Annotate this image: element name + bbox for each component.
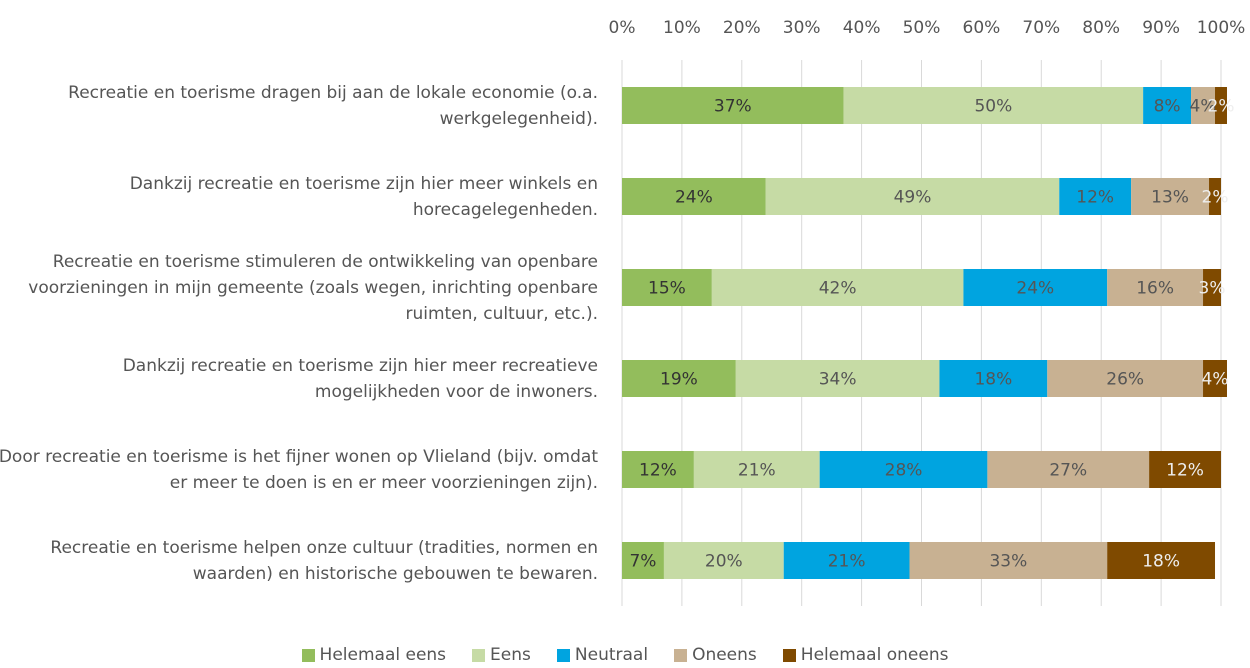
data-label: 8% bbox=[1154, 97, 1181, 117]
category-label: Recreatie en toerisme dragen bij aan de … bbox=[68, 82, 598, 129]
legend-label: Neutraal bbox=[574, 645, 649, 665]
legend-item: Oneens bbox=[674, 645, 757, 665]
data-label: 19% bbox=[660, 370, 698, 390]
legend-label: Oneens bbox=[692, 645, 757, 665]
bar-segment bbox=[622, 360, 736, 397]
data-label: 18% bbox=[1142, 552, 1180, 572]
legend-swatch bbox=[782, 648, 796, 662]
x-tick-label: 40% bbox=[843, 18, 881, 38]
legend-item: Helemaal oneens bbox=[782, 645, 949, 665]
x-tick-label: 100% bbox=[1197, 18, 1246, 38]
data-label: 34% bbox=[819, 370, 857, 390]
data-label: 21% bbox=[828, 552, 866, 572]
bar-segment bbox=[765, 178, 1060, 215]
data-label: 7% bbox=[629, 552, 656, 572]
data-label: 26% bbox=[1106, 370, 1144, 390]
data-label: 15% bbox=[648, 279, 686, 299]
data-label: 12% bbox=[639, 461, 677, 481]
bar-segment bbox=[1209, 178, 1221, 215]
data-label: 2% bbox=[1202, 188, 1229, 208]
data-label: 24% bbox=[1016, 279, 1054, 299]
legend-label: Helemaal oneens bbox=[800, 645, 949, 665]
x-tick-label: 70% bbox=[1022, 18, 1060, 38]
category-label: Dankzij recreatie en toerisme zijn hier … bbox=[129, 173, 598, 220]
bar-segment bbox=[939, 360, 1048, 397]
legend-swatch bbox=[556, 648, 570, 662]
bar-segment bbox=[622, 451, 694, 488]
bar-segment bbox=[1203, 360, 1227, 397]
data-label: 42% bbox=[819, 279, 857, 299]
bar-segment bbox=[1131, 178, 1210, 215]
bar-segment bbox=[735, 360, 940, 397]
x-tick-label: 60% bbox=[963, 18, 1001, 38]
legend-swatch bbox=[674, 648, 688, 662]
data-label: 33% bbox=[989, 552, 1027, 572]
data-label: 4% bbox=[1202, 370, 1229, 390]
data-label: 21% bbox=[738, 461, 776, 481]
data-label: 50% bbox=[974, 97, 1012, 117]
x-tick-label: 0% bbox=[609, 18, 636, 38]
data-label: 49% bbox=[894, 188, 932, 208]
x-tick-label: 30% bbox=[783, 18, 821, 38]
legend-item: Neutraal bbox=[556, 645, 649, 665]
bar-segment bbox=[663, 542, 784, 579]
x-tick-label: 10% bbox=[663, 18, 701, 38]
x-tick-label: 80% bbox=[1082, 18, 1120, 38]
legend-swatch bbox=[301, 648, 315, 662]
x-tick-label: 50% bbox=[903, 18, 941, 38]
data-label: 2% bbox=[1208, 97, 1235, 117]
bar-segment bbox=[843, 87, 1144, 124]
bar-segment bbox=[622, 269, 712, 306]
bar-segment bbox=[1059, 178, 1132, 215]
data-label: 37% bbox=[714, 97, 752, 117]
data-label: 27% bbox=[1049, 461, 1087, 481]
bar-segment bbox=[1107, 542, 1216, 579]
data-label: 13% bbox=[1151, 188, 1189, 208]
data-label: 28% bbox=[885, 461, 923, 481]
legend-label: Eens bbox=[490, 645, 531, 665]
category-label: Dankzij recreatie en toerisme zijn hier … bbox=[122, 355, 598, 402]
bar-segment bbox=[1143, 87, 1192, 124]
data-label: 4% bbox=[1190, 97, 1217, 117]
x-tick-label: 90% bbox=[1142, 18, 1180, 38]
data-label: 24% bbox=[675, 188, 713, 208]
bar-segment bbox=[1149, 451, 1221, 488]
legend-label: Helemaal eens bbox=[319, 645, 447, 665]
legend-item: Eens bbox=[472, 645, 531, 665]
bar-segment bbox=[963, 269, 1108, 306]
bar-segment bbox=[711, 269, 964, 306]
bar-segment bbox=[1047, 360, 1204, 397]
data-label: 18% bbox=[974, 370, 1012, 390]
x-tick-label: 20% bbox=[723, 18, 761, 38]
bar-segment bbox=[987, 451, 1150, 488]
category-label: Door recreatie en toerisme is het fijner… bbox=[0, 446, 598, 493]
legend: Helemaal eens Eens Neutraal Oneens Helemaal … bbox=[0, 645, 1250, 665]
bar-segment bbox=[1203, 269, 1221, 306]
data-label: 3% bbox=[1199, 279, 1226, 299]
data-label: 16% bbox=[1136, 279, 1174, 299]
bar-segment bbox=[693, 451, 820, 488]
bar-segment bbox=[622, 87, 844, 124]
legend-item: Helemaal eens bbox=[301, 645, 447, 665]
category-label: Recreatie en toerisme helpen onze cultuu… bbox=[50, 537, 598, 584]
bar-segment bbox=[909, 542, 1108, 579]
bar-segment bbox=[783, 542, 910, 579]
bar-segment bbox=[622, 542, 664, 579]
bar-segment bbox=[819, 451, 988, 488]
bar-segment bbox=[622, 178, 766, 215]
data-label: 12% bbox=[1076, 188, 1114, 208]
bar-segment bbox=[1107, 269, 1204, 306]
category-label: Recreatie en toerisme stimuleren de ontw… bbox=[28, 251, 598, 324]
legend-swatch bbox=[472, 648, 486, 662]
bar-segment bbox=[1215, 87, 1227, 124]
bar-segment bbox=[1191, 87, 1216, 124]
data-label: 20% bbox=[705, 552, 743, 572]
data-label: 12% bbox=[1166, 461, 1204, 481]
